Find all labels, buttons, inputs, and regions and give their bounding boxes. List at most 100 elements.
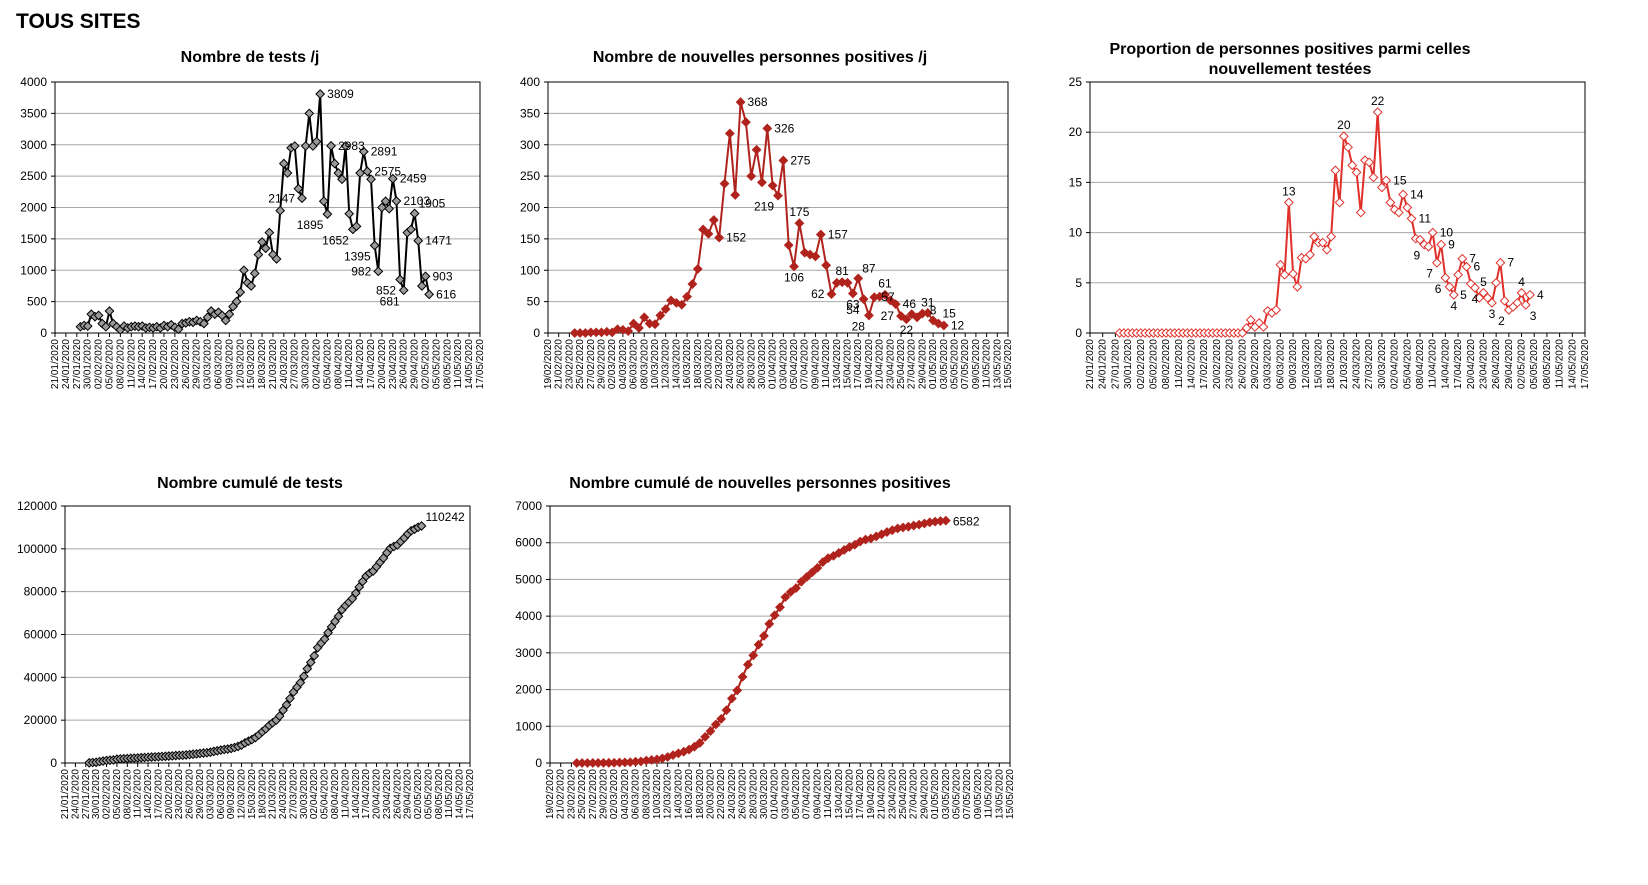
data-point [724, 128, 735, 139]
data-point [293, 183, 304, 194]
x-tick-label: 23/02/2020 [564, 339, 575, 389]
data-point [1241, 323, 1252, 333]
data-label: 852 [376, 284, 396, 298]
data-point [199, 318, 209, 329]
x-tick-label: 11/04/2020 [821, 339, 832, 389]
data-label: 2103 [403, 194, 430, 208]
x-tick-label: 19/02/2020 [543, 339, 554, 389]
x-tick-label: 08/03/2020 [641, 769, 652, 819]
x-tick-label: 21/01/2020 [1085, 339, 1096, 389]
data-point [1453, 269, 1463, 280]
x-tick-label: 23/02/2020 [1225, 339, 1236, 389]
data-point [716, 713, 727, 724]
y-tick-label: 0 [50, 756, 57, 770]
data-point [323, 627, 333, 638]
chart-svg-tests-per-day: 0 500 1000 1500 2000 2500 3000 3500 4000 21/01/20… [20, 75, 486, 389]
x-tick-label: 05/02/2020 [1148, 339, 1159, 389]
x-tick-label: 18/03/2020 [257, 339, 268, 389]
x-tick-label: 08/04/2020 [1415, 339, 1426, 389]
data-label: 275 [790, 153, 810, 167]
x-tick-label: 01/05/2020 [928, 339, 939, 389]
plot-area [54, 81, 481, 334]
x-tick-label: 23/04/2020 [887, 769, 898, 819]
data-point [1237, 328, 1248, 338]
x-tick-label: 30/03/2020 [759, 769, 770, 819]
data-point [224, 309, 235, 320]
data-point [104, 306, 115, 316]
x-tick-label: 05/04/2020 [322, 339, 333, 389]
x-tick-label: 02/03/2020 [607, 339, 618, 389]
data-point [1474, 292, 1485, 303]
plot-area [1089, 81, 1586, 334]
x-tick-label: 30/01/2020 [91, 769, 102, 819]
x-tick-label: 07/04/2020 [802, 769, 813, 819]
data-point [742, 659, 753, 670]
y-tick-label: 10 [1069, 226, 1083, 240]
data-label: 3809 [327, 87, 354, 101]
data-point [1317, 237, 1328, 248]
x-tick-label: 11/02/2020 [1174, 339, 1185, 389]
x-tick-label: 18/03/2020 [257, 769, 268, 819]
x-tick-label: 30/01/2020 [83, 339, 94, 389]
x-tick-label: 30/01/2020 [1123, 339, 1134, 389]
x-tick-label: 22/03/2020 [714, 339, 725, 389]
x-tick-label: 25/02/2020 [575, 339, 586, 389]
data-point [623, 326, 634, 337]
chart-title: Nombre cumulé de nouvelles personnes pos… [569, 475, 951, 492]
y-tick-label: 2000 [20, 201, 47, 215]
x-tick-label: 29/04/2020 [917, 339, 928, 389]
chart-svg-new-positive: 0 50 100 150 200 250 300 350 400 19/02/2020 21/02/… [520, 75, 1014, 389]
data-point [238, 265, 249, 276]
x-tick-label: 21/04/2020 [877, 769, 888, 819]
x-tick-label: 14/02/2020 [1187, 339, 1198, 389]
x-tick-label: 11/05/2020 [984, 769, 995, 819]
chart-panel-tests-per-day: Nombre de tests /j 0 500 1000 1500 2000 2500 3… [0, 40, 500, 410]
x-tick-label: 20/03/2020 [703, 339, 714, 389]
x-tick-label: 09/03/2020 [224, 339, 235, 389]
data-point [297, 193, 307, 204]
data-point [748, 650, 759, 661]
x-tick-label: 03/03/2020 [1263, 339, 1274, 389]
data-label: 152 [726, 231, 746, 245]
x-tick-label: 29/02/2020 [1250, 339, 1261, 389]
x-tick-label: 12/03/2020 [235, 339, 246, 389]
x-tick-label: 01/04/2020 [770, 769, 781, 819]
data-point [1245, 315, 1256, 325]
data-point [398, 285, 409, 296]
y-tick-label: 120000 [17, 499, 57, 513]
data-label: 110242 [426, 510, 465, 524]
data-point [655, 310, 666, 321]
x-tick-label: 30/03/2020 [1377, 339, 1388, 389]
data-point [719, 178, 730, 189]
data-point [1381, 175, 1392, 186]
x-tick-label: 10/03/2020 [652, 769, 663, 819]
data-point [938, 320, 949, 331]
data-point [395, 274, 405, 285]
data-point [1377, 182, 1387, 193]
data-point [847, 288, 858, 299]
x-tick-label: 06/03/2020 [1275, 339, 1286, 389]
data-point [305, 657, 316, 668]
x-tick-label: 29/02/2020 [596, 339, 607, 389]
x-tick-label: 06/03/2020 [629, 339, 640, 389]
x-tick-label: 01/04/2020 [768, 339, 779, 389]
data-point [1389, 204, 1400, 215]
data-label: 3 [1489, 307, 1496, 321]
x-tick-label: 17/05/2020 [465, 769, 476, 819]
x-tick-label: 13/05/2020 [994, 769, 1005, 819]
data-point [257, 237, 267, 247]
data-point [783, 240, 794, 251]
y-tick-label: 80000 [24, 585, 58, 599]
data-label: 681 [380, 294, 400, 308]
data-point [326, 140, 336, 151]
data-point [285, 693, 295, 704]
x-tick-label: 26/04/2020 [1491, 339, 1502, 389]
data-label: 15 [1393, 173, 1407, 187]
data-point [639, 312, 650, 323]
x-tick-label: 21/03/2020 [268, 769, 279, 819]
data-point [737, 671, 748, 682]
data-label: 7 [1507, 256, 1514, 270]
x-tick-label: 12/03/2020 [237, 769, 248, 819]
x-tick-label: 21/03/2020 [1339, 339, 1350, 389]
data-label: 61 [878, 277, 892, 291]
